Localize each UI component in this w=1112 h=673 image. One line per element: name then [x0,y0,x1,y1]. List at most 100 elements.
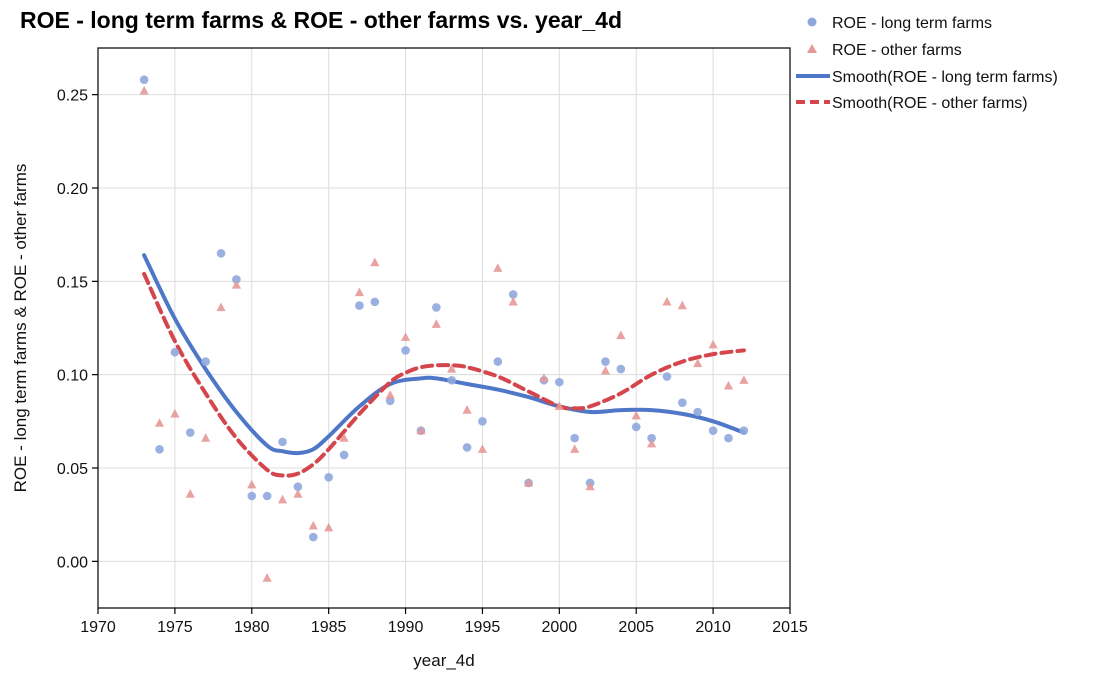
y-tick-label: 0.10 [57,368,88,385]
point-other [293,489,303,498]
point-long-term [339,450,349,460]
point-long-term [216,249,226,258]
point-long-term [232,275,241,284]
point-other [493,263,503,272]
point-long-term [447,375,456,385]
x-tick-label: 2015 [772,619,808,636]
point-long-term [601,357,610,366]
point-other [723,380,734,390]
x-tick-label: 1980 [234,619,270,636]
x-tick-label: 2000 [542,619,578,636]
point-long-term [570,433,580,443]
point-long-term [662,372,672,381]
point-other [154,418,165,427]
point-long-term [508,290,518,299]
point-long-term [324,473,333,482]
point-other [247,479,257,489]
point-other [708,339,718,349]
point-other [477,444,488,453]
point-other [308,520,318,530]
point-other [539,373,549,382]
point-long-term [616,364,626,374]
x-tick-label: 1990 [388,619,424,636]
point-other [370,257,380,267]
point-other [523,477,534,487]
point-long-term [355,301,364,310]
point-other [431,319,441,328]
point-other [231,280,241,289]
point-long-term [724,433,733,443]
y-tick-label: 0.20 [57,181,88,198]
point-other [170,408,180,418]
point-other [185,489,195,498]
scatter-points [139,75,749,582]
point-other [277,494,288,504]
point-long-term [155,445,164,454]
smooth-lines [142,253,746,478]
point-other [554,401,564,410]
point-other [508,296,518,306]
point-other [324,522,334,532]
point-long-term [678,398,687,407]
point-long-term [478,417,487,426]
point-other [447,364,457,373]
point-other [462,405,472,414]
point-other [339,433,349,442]
legend-label-smooth-other: Smooth(ROE - other farms) [832,95,1028,112]
x-tick-label: 2010 [695,619,731,636]
point-long-term [493,357,503,366]
y-axis: 0.00 0.05 0.10 0.15 0.20 0.25 [57,88,98,571]
y-tick-label: 0.25 [57,88,88,105]
x-axis-label: year_4d [413,651,474,670]
smooth-line-other [142,271,746,478]
point-long-term [308,532,318,542]
point-other [216,302,226,312]
point-other [570,444,580,453]
y-tick-label: 0.00 [57,554,88,571]
chart-title: ROE - long term farms & ROE - other farm… [20,7,622,33]
point-long-term [401,346,410,355]
x-tick-label: 1975 [157,619,193,636]
y-axis-label: ROE - long term farms & ROE - other farm… [11,164,30,493]
point-long-term [708,426,718,435]
point-long-term [139,75,149,85]
point-long-term [647,433,656,443]
point-other [139,85,149,95]
grid [98,48,790,608]
point-other [693,358,703,368]
point-long-term [555,377,564,387]
point-long-term [262,491,272,501]
point-other [647,438,657,448]
point-long-term [201,357,210,366]
point-other [385,390,395,399]
legend-marker-long-term [807,17,817,27]
point-long-term [631,422,641,432]
point-long-term [278,437,287,447]
point-other [201,433,211,442]
x-tick-label: 1970 [80,619,116,636]
x-tick-label: 1985 [311,619,347,636]
legend-label-other: ROE - other farms [832,42,962,59]
point-other [600,365,611,375]
point-long-term [293,482,303,491]
x-tick-label: 2005 [618,619,654,636]
x-tick-label: 1995 [465,619,501,636]
point-long-term [462,443,472,452]
point-long-term [170,347,180,357]
smooth-line-long-term [142,253,746,456]
point-other [631,410,641,420]
y-tick-label: 0.15 [57,274,88,291]
legend-marker-other [807,44,817,53]
point-long-term [185,428,195,437]
point-other [662,296,672,306]
y-tick-label: 0.05 [57,461,88,478]
legend-label-smooth-long-term: Smooth(ROE - long term farms) [832,69,1058,86]
point-other [262,573,272,582]
x-axis: 1970 1975 1980 1985 1990 1995 2000 2005 2010 2015 [80,608,808,636]
point-long-term [432,303,441,312]
point-long-term [739,426,749,435]
point-other [400,332,411,341]
legend-label-long-term: ROE - long term farms [832,15,992,32]
point-other [585,481,595,491]
